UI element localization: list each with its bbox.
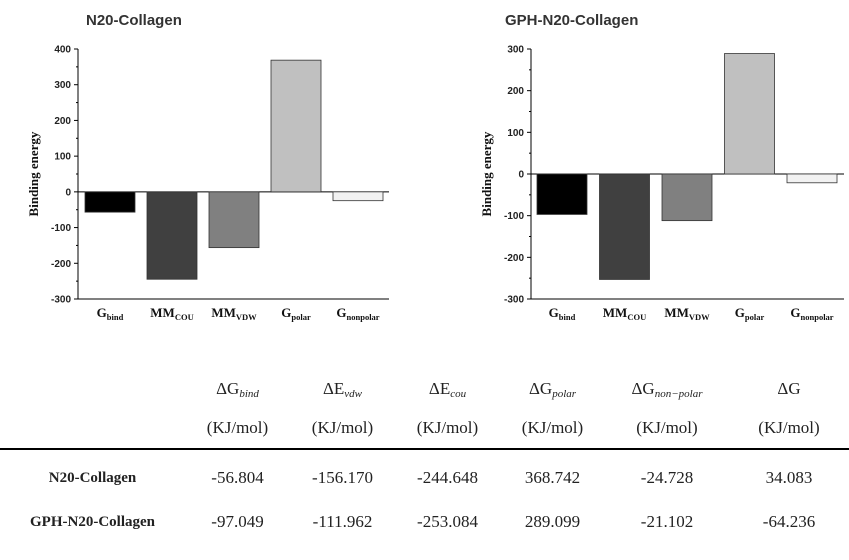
- unit-cell: (KJ/mol): [729, 408, 849, 450]
- y-tick-label: 400: [54, 45, 71, 56]
- table-cell: -253.084: [417, 512, 478, 531]
- unit-cell: (KJ/mol): [290, 408, 395, 450]
- y-tick-label: 100: [54, 152, 71, 163]
- x-tick-label: Gbind: [97, 305, 124, 322]
- bar: [536, 173, 588, 215]
- header-cell: ΔGbind: [216, 378, 259, 400]
- bar: [208, 191, 260, 249]
- x-tick-label: Gbind: [549, 305, 576, 322]
- table-cell: -244.648: [417, 468, 478, 487]
- y-axis-label: Binding energy: [479, 131, 494, 216]
- y-tick-label: -300: [504, 295, 524, 306]
- table-cell: -111.962: [312, 512, 373, 531]
- unit-cell: (KJ/mol): [605, 408, 729, 450]
- x-tick-label: Gnonpolar: [336, 305, 379, 322]
- table-cell: -64.236: [762, 512, 816, 531]
- chart-title: GPH-N20-Collagen: [505, 12, 639, 29]
- table-row: GPH-N20-Collagen -97.049 -111.962 -253.0…: [0, 500, 849, 544]
- unit-cell: (KJ/mol): [500, 408, 605, 450]
- table-row: N20-Collagen -56.804 -156.170 -244.648 3…: [0, 449, 849, 500]
- x-tick-label: MMCOU: [150, 305, 193, 322]
- y-tick-label: 200: [54, 116, 71, 127]
- bar: [332, 191, 384, 202]
- table-corner: [0, 370, 185, 408]
- bar: [724, 53, 775, 175]
- energy-table: ΔGbind ΔEvdw ΔEcou ΔGpolar ΔGnon−polar Δ…: [0, 370, 849, 560]
- x-tick-label: Gnonpolar: [790, 305, 833, 322]
- y-tick-label: -100: [504, 211, 524, 222]
- header-cell: ΔG: [777, 379, 801, 398]
- bar: [661, 173, 713, 222]
- y-tick-label: -200: [51, 259, 71, 270]
- chart-panel-right: GPH-N20-Collagen -300 -200 -100 0 100 200 300 B…: [425, 0, 849, 340]
- x-tick-label: MMVDW: [664, 305, 710, 322]
- header-cell: ΔGnon−polar: [631, 378, 703, 400]
- y-tick-label: 300: [54, 80, 71, 91]
- y-tick-label: -300: [51, 295, 71, 306]
- x-tick-label: MMVDW: [211, 305, 257, 322]
- table-cell: -156.170: [312, 468, 373, 487]
- row-label: N20-Collagen: [48, 469, 137, 486]
- table-corner: [0, 408, 185, 450]
- bar-chart-n20-collagen: -300 -200 -100 0 100 200 300 400 Binding energy G…: [26, 45, 389, 322]
- unit-cell: (KJ/mol): [395, 408, 500, 450]
- table-cell: 34.083: [765, 468, 813, 487]
- table-cell: 289.099: [524, 512, 581, 531]
- row-label: GPH-N20-Collagen: [30, 513, 155, 530]
- table-header-row: ΔGbind ΔEvdw ΔEcou ΔGpolar ΔGnon−polar Δ…: [0, 370, 849, 408]
- bar: [599, 173, 650, 280]
- table-cell: -21.102: [640, 512, 694, 531]
- table-cell: -56.804: [211, 468, 264, 487]
- chart-title: N20-Collagen: [86, 12, 182, 29]
- unit-cell: (KJ/mol): [185, 408, 290, 450]
- bar: [146, 191, 198, 280]
- y-axis-label: Binding energy: [26, 131, 41, 216]
- table-cell: 368.742: [524, 468, 581, 487]
- table-unit-row: (KJ/mol) (KJ/mol) (KJ/mol) (KJ/mol) (KJ/…: [0, 408, 849, 450]
- x-tick-label: MMCOU: [603, 305, 646, 322]
- header-cell: ΔGpolar: [528, 378, 577, 400]
- header-cell: ΔEcou: [428, 378, 467, 400]
- bar: [270, 59, 322, 193]
- x-tick-label: Gpolar: [735, 305, 765, 322]
- y-tick-label: 0: [65, 187, 71, 198]
- header-cell: ΔEvdw: [322, 378, 363, 400]
- y-tick-label: 0: [518, 170, 524, 181]
- y-tick-label: -200: [504, 253, 524, 264]
- bar: [84, 191, 136, 213]
- bar: [786, 173, 838, 184]
- chart-panel-left: N20-Collagen -300 -200 -100 0 100 200 300 400 Bi…: [0, 0, 420, 340]
- y-tick-label: 200: [507, 86, 524, 97]
- bar-chart-gph-n20-collagen: -300 -200 -100 0 100 200 300 Binding energy Gbin…: [479, 45, 844, 322]
- y-tick-label: 100: [507, 128, 524, 139]
- table-cell: -97.049: [211, 512, 264, 531]
- table-cell: -24.728: [640, 468, 694, 487]
- y-tick-label: -100: [51, 223, 71, 234]
- y-tick-label: 300: [507, 45, 524, 56]
- x-tick-label: Gpolar: [281, 305, 311, 322]
